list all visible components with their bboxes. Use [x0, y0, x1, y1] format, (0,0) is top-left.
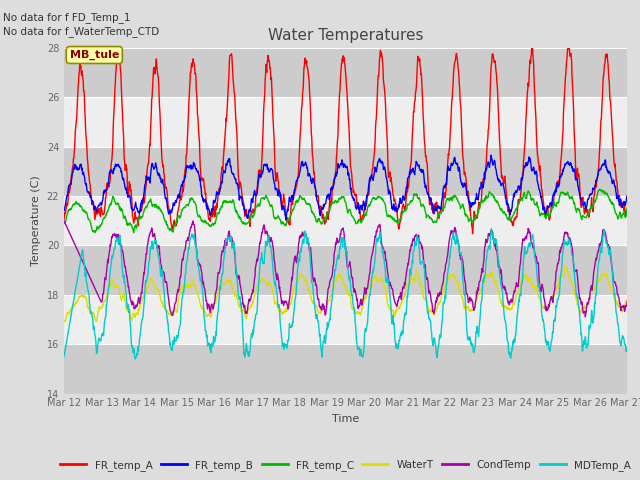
Text: No data for f FD_Temp_1: No data for f FD_Temp_1	[3, 12, 131, 23]
Y-axis label: Temperature (C): Temperature (C)	[31, 175, 41, 266]
X-axis label: Time: Time	[332, 414, 359, 424]
Bar	[64, 196, 627, 245]
Text: No data for f_WaterTemp_CTD: No data for f_WaterTemp_CTD	[3, 26, 159, 37]
Bar	[64, 48, 627, 97]
Title: Water Temperatures: Water Temperatures	[268, 28, 423, 43]
Legend: FR_temp_A, FR_temp_B, FR_temp_C, WaterT, CondTemp, MDTemp_A: FR_temp_A, FR_temp_B, FR_temp_C, WaterT,…	[56, 456, 635, 475]
Bar	[64, 245, 627, 295]
Text: MB_tule: MB_tule	[70, 50, 119, 60]
Bar	[64, 344, 627, 394]
Bar	[64, 295, 627, 344]
Bar	[64, 147, 627, 196]
Bar	[64, 97, 627, 147]
